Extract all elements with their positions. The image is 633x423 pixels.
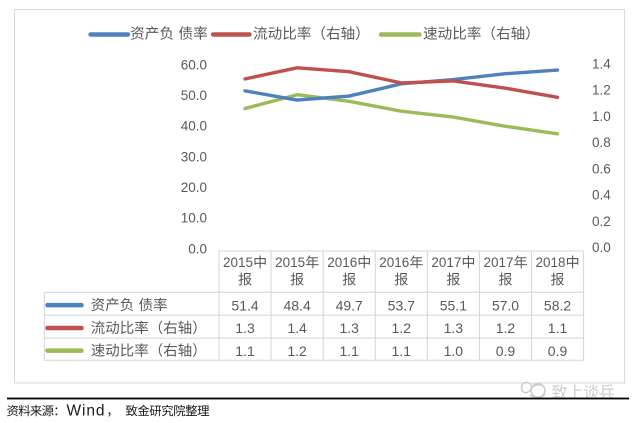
- svg-text:30.0: 30.0: [181, 149, 207, 164]
- svg-text:0.0: 0.0: [188, 241, 207, 256]
- svg-text:2015: 2015: [275, 255, 305, 270]
- svg-text:0.8: 0.8: [592, 135, 611, 150]
- svg-text:1.1: 1.1: [235, 343, 255, 359]
- svg-text:0.4: 0.4: [592, 188, 611, 203]
- svg-text:1.4: 1.4: [287, 320, 307, 336]
- svg-text:2017: 2017: [431, 255, 461, 270]
- svg-text:1.1: 1.1: [339, 343, 359, 359]
- svg-text:2018: 2018: [536, 255, 566, 270]
- svg-text:40.0: 40.0: [181, 119, 207, 134]
- svg-text:60.0: 60.0: [181, 57, 207, 72]
- svg-text:1.2: 1.2: [592, 83, 611, 98]
- svg-text:0.9: 0.9: [496, 343, 516, 359]
- svg-text:53.7: 53.7: [388, 297, 415, 313]
- svg-text:1.3: 1.3: [444, 320, 464, 336]
- svg-text:48.4: 48.4: [283, 297, 310, 313]
- svg-text:1.1: 1.1: [392, 343, 412, 359]
- svg-text:1.2: 1.2: [496, 320, 516, 336]
- svg-text:1.0: 1.0: [444, 343, 464, 359]
- svg-text:2016: 2016: [379, 255, 409, 270]
- svg-text:1.3: 1.3: [339, 320, 359, 336]
- svg-text:Wind: Wind: [67, 402, 106, 418]
- svg-text:1.4: 1.4: [592, 57, 611, 72]
- svg-text:50.0: 50.0: [181, 88, 207, 103]
- svg-text:55.1: 55.1: [440, 297, 467, 313]
- svg-text:2015: 2015: [223, 255, 253, 270]
- svg-text:57.0: 57.0: [492, 297, 519, 313]
- svg-text:1.3: 1.3: [235, 320, 255, 336]
- svg-text:2016: 2016: [327, 255, 357, 270]
- svg-text:0.0: 0.0: [592, 240, 611, 255]
- svg-text:1.0: 1.0: [592, 109, 611, 124]
- svg-text:1.1: 1.1: [548, 320, 568, 336]
- svg-text:10.0: 10.0: [181, 211, 207, 226]
- svg-text:49.7: 49.7: [336, 297, 363, 313]
- svg-text:0.9: 0.9: [548, 343, 568, 359]
- svg-text:0.2: 0.2: [592, 214, 611, 229]
- svg-text:58.2: 58.2: [544, 297, 571, 313]
- svg-text:20.0: 20.0: [181, 180, 207, 195]
- svg-text:0.6: 0.6: [592, 161, 611, 176]
- svg-text:51.4: 51.4: [231, 297, 258, 313]
- svg-text:1.2: 1.2: [392, 320, 412, 336]
- svg-text:2017: 2017: [483, 255, 513, 270]
- svg-text:1.2: 1.2: [287, 343, 307, 359]
